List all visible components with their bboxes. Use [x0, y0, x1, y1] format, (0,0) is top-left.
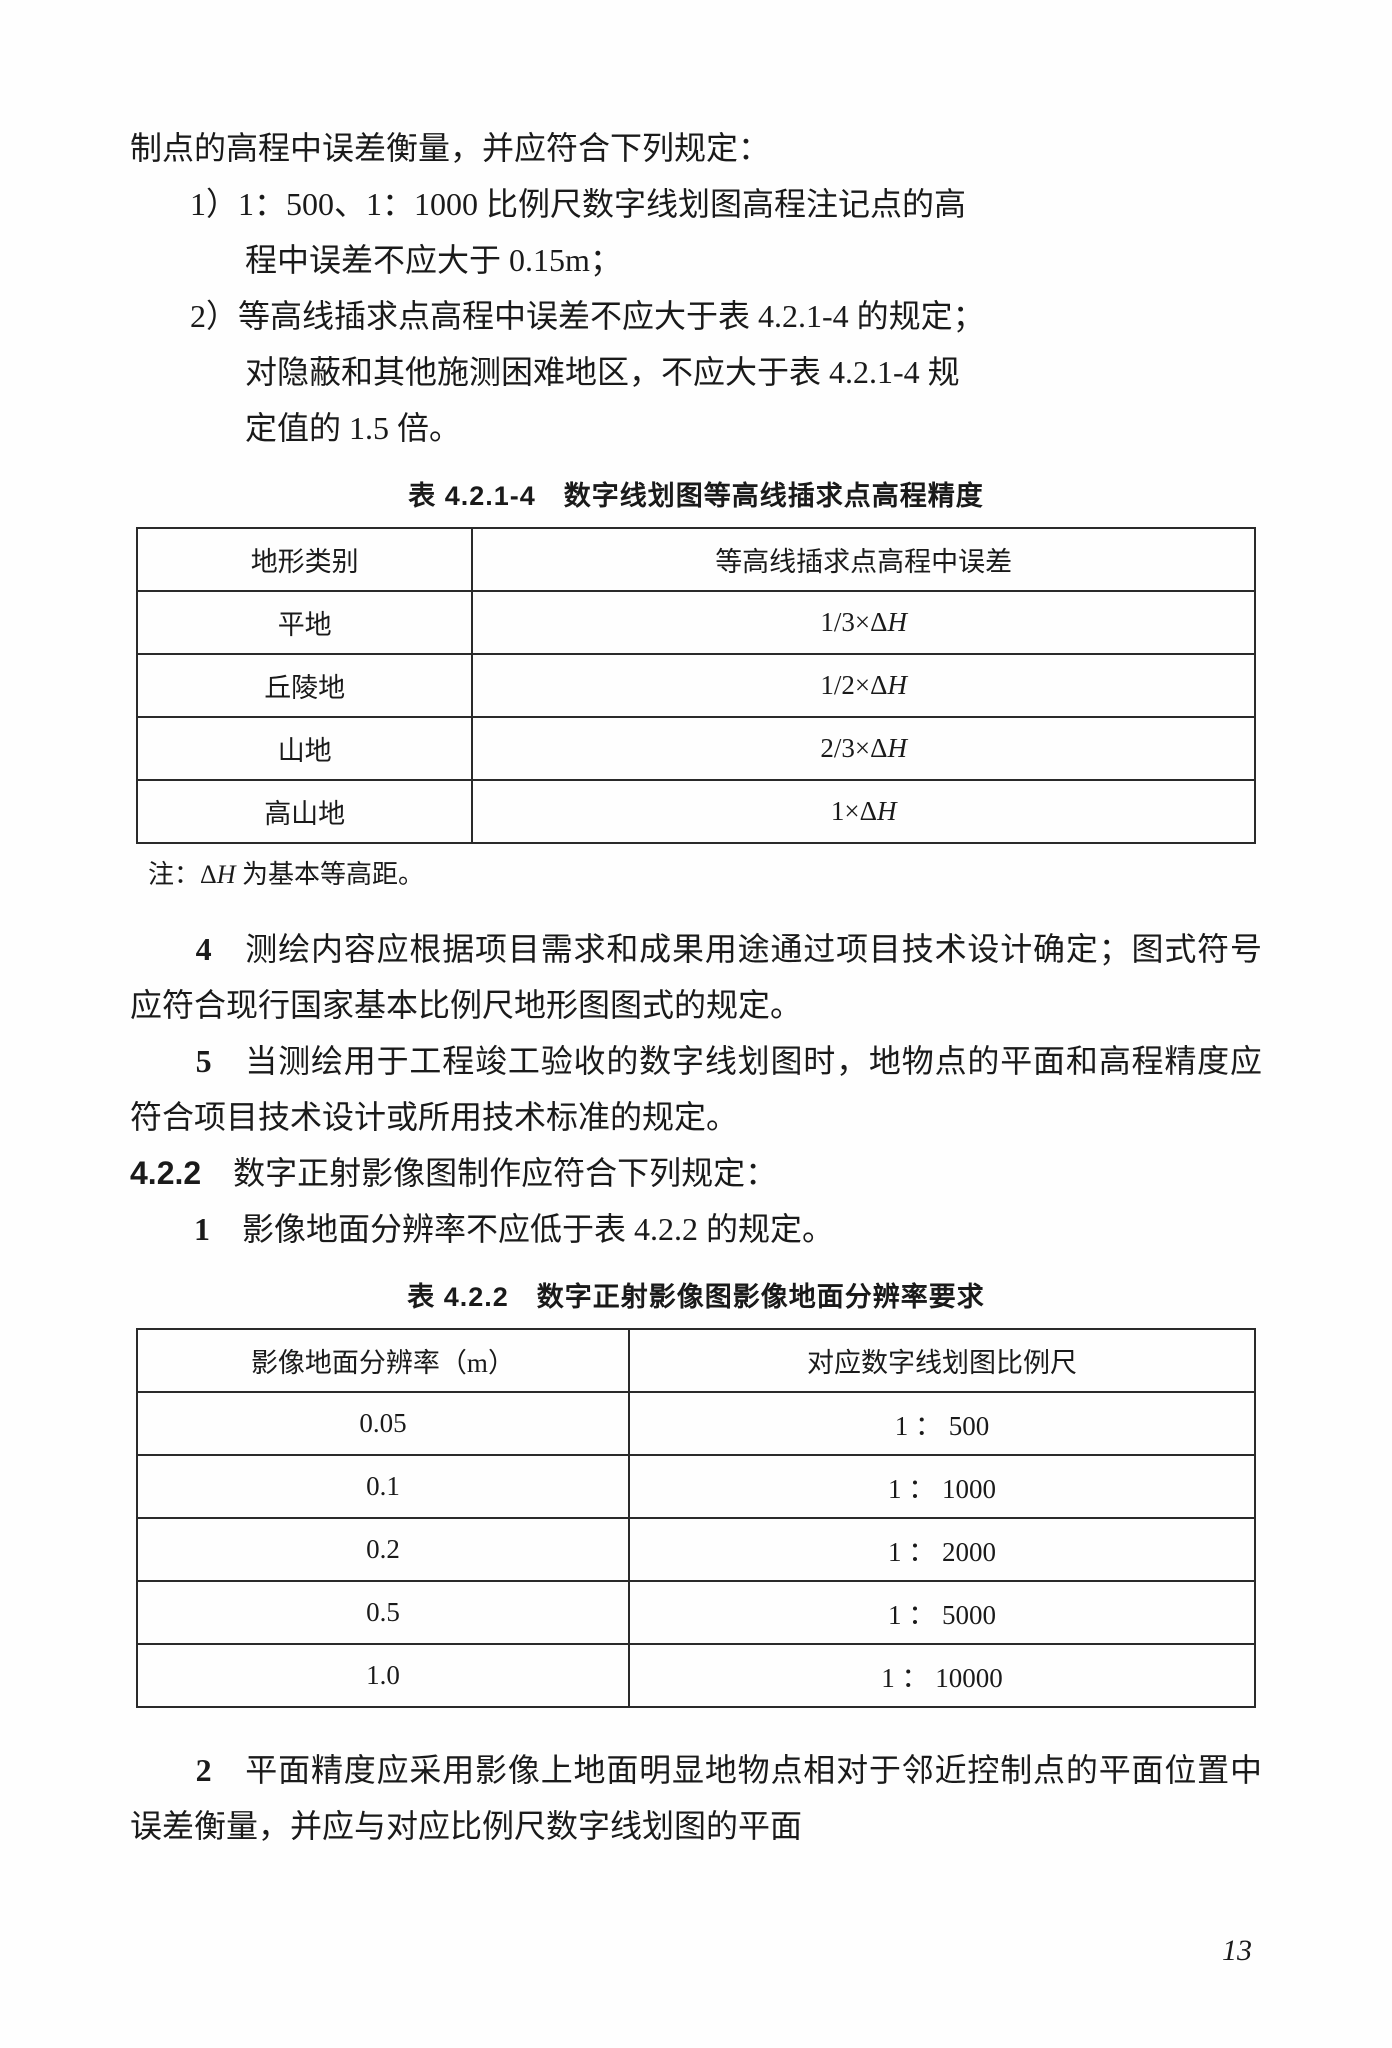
t2-cell: 0.5	[137, 1581, 629, 1644]
section-422-item-1: 1 影像地面分辨率不应低于表 4.2.2 的规定。	[130, 1201, 1262, 1257]
t2-cell: 0.05	[137, 1392, 629, 1455]
paragraph-last: 2 平面精度应采用影像上地面明显地物点相对于邻近控制点的平面位置中误差衡量，并应…	[130, 1742, 1262, 1854]
t1-cell: 丘陵地	[137, 654, 472, 717]
t2-cell: 1 ： 10000	[629, 1644, 1255, 1707]
table-1-note: 注：ΔH 为基本等高距。	[130, 854, 1262, 891]
t2-cell: 1 ： 1000	[629, 1455, 1255, 1518]
table-2-title: 表 4.2.2 数字正射影像图影像地面分辨率要求	[130, 1275, 1262, 1314]
t1-cell: 山地	[137, 717, 472, 780]
t2-header-1: 影像地面分辨率（m）	[137, 1329, 629, 1392]
table-row: 影像地面分辨率（m） 对应数字线划图比例尺	[137, 1329, 1255, 1392]
table-row: 0.05 1 ： 500	[137, 1392, 1255, 1455]
t2-cell: 1.0	[137, 1644, 629, 1707]
list-item-1-b: 程中误差不应大于 0.15m；	[130, 232, 1262, 288]
t1-cell: 高山地	[137, 780, 472, 843]
t1-header-2: 等高线插求点高程中误差	[472, 528, 1255, 591]
t1-cell: 2/3×ΔH	[472, 717, 1255, 780]
table-2: 影像地面分辨率（m） 对应数字线划图比例尺 0.05 1 ： 500 0.1 1…	[136, 1328, 1256, 1708]
intro-line: 制点的高程中误差衡量，并应符合下列规定：	[130, 120, 1262, 176]
paragraph-4: 4 测绘内容应根据项目需求和成果用途通过项目技术设计确定；图式符号应符合现行国家…	[130, 921, 1262, 1033]
table-1-title: 表 4.2.1-4 数字线划图等高线插求点高程精度	[130, 474, 1262, 513]
t2-cell: 0.2	[137, 1518, 629, 1581]
table-row: 地形类别 等高线插求点高程中误差	[137, 528, 1255, 591]
table-row: 平地 1/3×ΔH	[137, 591, 1255, 654]
paragraph-5: 5 当测绘用于工程竣工验收的数字线划图时，地物点的平面和高程精度应符合项目技术设…	[130, 1033, 1262, 1145]
t1-cell: 1/2×ΔH	[472, 654, 1255, 717]
t1-cell: 1/3×ΔH	[472, 591, 1255, 654]
t1-header-1: 地形类别	[137, 528, 472, 591]
list-item-1-a: 1）1：500、1：1000 比例尺数字线划图高程注记点的高	[130, 176, 1262, 232]
t2-cell: 1 ： 500	[629, 1392, 1255, 1455]
section-422-head: 4.2.2 数字正射影像图制作应符合下列规定：	[130, 1145, 1262, 1201]
list-item-2-a: 2）等高线插求点高程中误差不应大于表 4.2.1-4 的规定；	[130, 288, 1262, 344]
t2-cell: 1 ： 2000	[629, 1518, 1255, 1581]
list-item-2-c: 定值的 1.5 倍。	[130, 400, 1262, 456]
t2-cell: 0.1	[137, 1455, 629, 1518]
table-row: 丘陵地 1/2×ΔH	[137, 654, 1255, 717]
list-item-2-b: 对隐蔽和其他施测困难地区，不应大于表 4.2.1-4 规	[130, 344, 1262, 400]
t2-cell: 1 ： 5000	[629, 1581, 1255, 1644]
table-1: 地形类别 等高线插求点高程中误差 平地 1/3×ΔH 丘陵地 1/2×ΔH 山地…	[136, 527, 1256, 844]
table-row: 高山地 1×ΔH	[137, 780, 1255, 843]
table-row: 1.0 1 ： 10000	[137, 1644, 1255, 1707]
table-row: 0.5 1 ： 5000	[137, 1581, 1255, 1644]
t1-cell: 平地	[137, 591, 472, 654]
page-number: 13	[1222, 1934, 1252, 1968]
table-row: 0.2 1 ： 2000	[137, 1518, 1255, 1581]
table-row: 0.1 1 ： 1000	[137, 1455, 1255, 1518]
document-page: 制点的高程中误差衡量，并应符合下列规定： 1）1：500、1：1000 比例尺数…	[0, 0, 1392, 2048]
t1-cell: 1×ΔH	[472, 780, 1255, 843]
t2-header-2: 对应数字线划图比例尺	[629, 1329, 1255, 1392]
table-row: 山地 2/3×ΔH	[137, 717, 1255, 780]
